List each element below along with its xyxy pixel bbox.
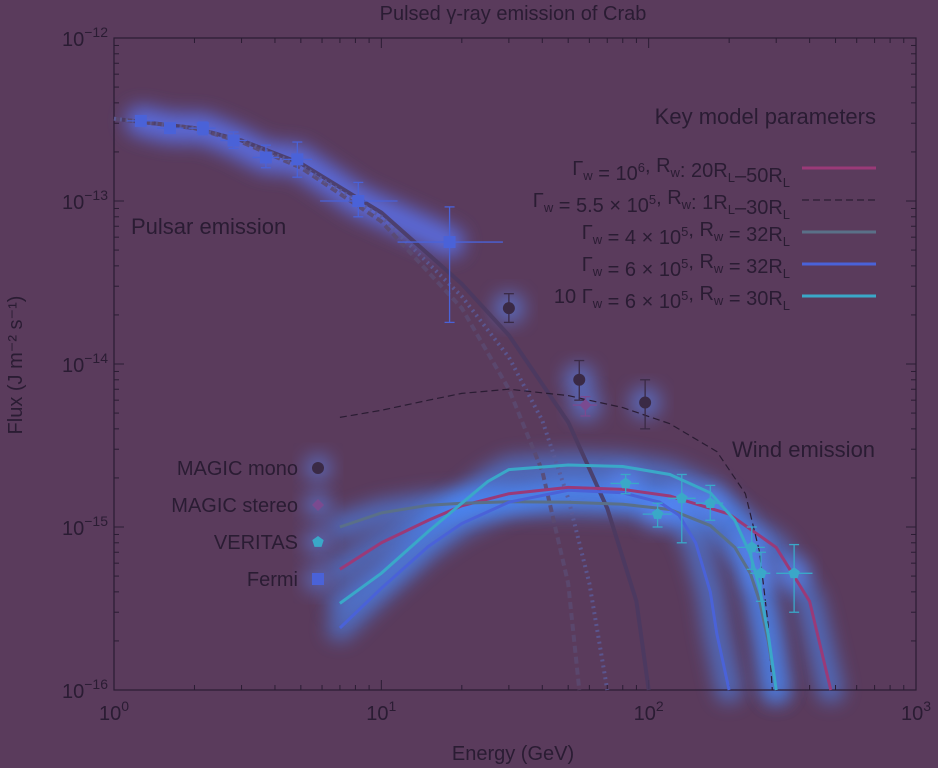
x-tick-label: 100 <box>99 698 129 725</box>
marker-pentagon <box>676 492 688 504</box>
marker-square <box>312 573 324 585</box>
model-curves <box>113 116 833 691</box>
marker-square <box>196 122 209 135</box>
wind-model-curve <box>338 488 731 691</box>
marker-pentagon <box>788 567 800 579</box>
y-tick-label: 10−12 <box>62 24 108 51</box>
data-legend-label: VERITAS <box>214 532 298 554</box>
marker-diamond <box>579 399 592 412</box>
chart-title: Pulsed γ-ray emission of Crab <box>380 3 647 25</box>
model-legend-label: Γw = 5.5 × 105, Rw: 1RL–30RL <box>533 187 790 222</box>
wind-model-curve <box>339 463 778 691</box>
y-tick-label: 10−13 <box>62 187 108 214</box>
y-tick-label: 10−14 <box>62 350 108 377</box>
data-legend-label: MAGIC mono <box>177 458 298 480</box>
wind-model-curve <box>339 500 778 691</box>
model-legend-label: Γw = 4 × 105, Rw = 32RL <box>582 219 790 249</box>
wind-model-curve <box>339 485 833 691</box>
marker-pentagon <box>312 536 324 547</box>
marker-pentagon <box>704 497 716 508</box>
pulsar-model-curve <box>113 116 582 691</box>
x-tick-label: 102 <box>634 698 664 725</box>
marker-circle <box>639 396 652 409</box>
y-tick-label: 10−16 <box>62 676 108 703</box>
marker-square <box>352 195 365 207</box>
marker-square <box>164 122 177 135</box>
x-tick-label: 101 <box>366 698 396 725</box>
marker-pentagon <box>755 567 767 579</box>
marker-diamond <box>312 499 324 511</box>
x-axis-label: Energy (GeV) <box>452 743 574 765</box>
marker-pentagon <box>619 477 632 489</box>
marker-square <box>443 236 456 249</box>
y-tick-label: 10−15 <box>62 513 108 540</box>
model-legend-label: Γw = 106, Rw: 20RL–50RL <box>572 155 790 190</box>
marker-circle <box>502 302 515 315</box>
model-legend-header: Key model parameters <box>655 104 876 129</box>
wind-emission-label: Wind emission <box>732 437 875 462</box>
marker-pentagon <box>746 541 758 553</box>
marker-circle <box>573 373 586 386</box>
marker-circle <box>312 462 324 474</box>
marker-square <box>227 134 240 147</box>
marker-square <box>134 114 147 127</box>
marker-square <box>291 153 304 166</box>
pulsar-emission-label: Pulsar emission <box>131 214 286 239</box>
data-points <box>127 114 813 613</box>
marker-square <box>259 151 272 164</box>
marker-pentagon <box>651 508 664 519</box>
axes-frame <box>113 37 917 691</box>
model-legend-label: Γw = 6 × 105, Rw = 32RL <box>582 251 790 281</box>
x-tick-label: 103 <box>901 698 931 725</box>
data-legend-label: Fermi <box>247 569 298 591</box>
chart-labels: Energy (GeV) Flux (J m⁻² s⁻¹) Pulsar emi… <box>5 24 931 765</box>
y-axis-label: Flux (J m⁻² s⁻¹) <box>5 296 27 435</box>
wind-model-curve <box>339 388 773 691</box>
pulsar-model-curve <box>113 116 610 691</box>
model-legend-label: 10 Γw = 6 × 105, Rw = 30RL <box>554 283 790 313</box>
data-legend-label: MAGIC stereo <box>171 495 298 517</box>
